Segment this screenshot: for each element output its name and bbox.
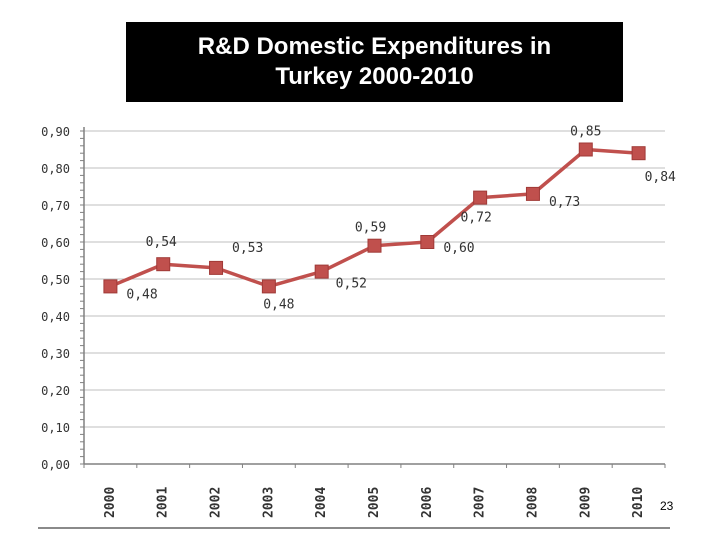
series-line — [109, 147, 639, 289]
data-label: 0,53 — [232, 241, 263, 256]
x-tick-label: 2008 — [525, 487, 540, 518]
data-point — [473, 190, 488, 205]
y-tick-label: 0,50 — [41, 273, 70, 287]
x-tick-label: 2004 — [314, 487, 329, 518]
data-label: 0,54 — [146, 235, 177, 250]
x-tick-label: 2007 — [473, 487, 488, 518]
x-tick-label: 2000 — [103, 487, 118, 518]
data-label: 0,48 — [263, 297, 294, 312]
data-point — [631, 146, 646, 161]
x-tick-label: 2009 — [578, 487, 593, 518]
data-point — [261, 279, 276, 294]
data-point — [156, 257, 171, 272]
data-label: 0,73 — [549, 195, 580, 210]
y-tick-label: 0,40 — [41, 310, 70, 324]
data-point — [578, 142, 593, 157]
chart-title: R&D Domestic Expenditures in Turkey 2000… — [126, 22, 623, 102]
x-tick-label: 2005 — [367, 487, 382, 518]
data-point — [525, 186, 540, 201]
chart-title-line-1: R&D Domestic Expenditures in — [197, 33, 552, 60]
y-tick-label: 0,80 — [41, 162, 70, 176]
y-tick-label: 0,90 — [41, 125, 70, 139]
x-tick-label: 2010 — [631, 487, 646, 518]
data-label: 0,52 — [336, 277, 367, 292]
bottom-rule — [38, 527, 670, 529]
data-label: 0,84 — [645, 170, 676, 185]
y-tick-label: 0,00 — [41, 458, 70, 472]
x-tick-label: 2003 — [261, 487, 276, 518]
page-number: 23 — [660, 499, 674, 513]
chart-title-line-2: Turkey 2000-2010 — [275, 63, 474, 90]
x-tick-label: 2001 — [156, 487, 171, 518]
y-tick-label: 0,70 — [41, 199, 70, 213]
x-tick-label: 2002 — [209, 487, 224, 518]
data-point — [209, 260, 224, 275]
x-tick-label: 2006 — [420, 487, 435, 518]
data-point — [420, 235, 435, 249]
data-label: 0,60 — [443, 241, 474, 256]
y-tick-label: 0,30 — [41, 347, 70, 361]
y-tick-label: 0,20 — [41, 384, 70, 398]
data-point — [367, 238, 382, 253]
data-label: 0,72 — [460, 211, 491, 226]
y-tick-label: 0,60 — [41, 236, 70, 250]
data-point — [314, 264, 329, 279]
data-label: 0,85 — [570, 125, 601, 140]
data-point — [103, 279, 118, 294]
data-label: 0,59 — [355, 221, 386, 236]
y-tick-label: 0,10 — [41, 421, 70, 435]
data-label: 0,48 — [126, 287, 157, 302]
